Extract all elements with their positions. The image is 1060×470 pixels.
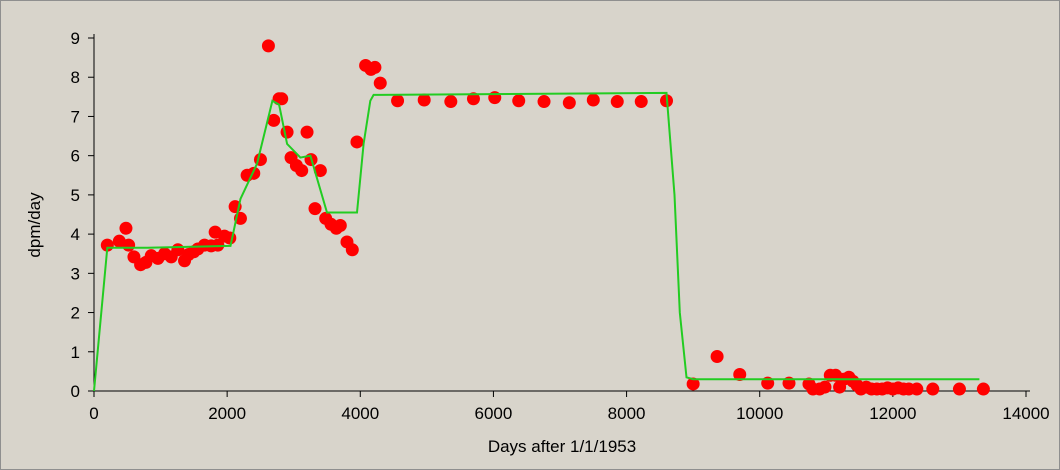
x-tick-label: 12000 bbox=[869, 404, 916, 423]
x-tick-label: 8000 bbox=[608, 404, 646, 423]
data-point bbox=[313, 164, 327, 178]
y-tick-label: 5 bbox=[71, 186, 80, 205]
data-point bbox=[634, 95, 648, 109]
data-point bbox=[308, 202, 322, 216]
x-tick-label: 6000 bbox=[475, 404, 513, 423]
y-tick-label: 6 bbox=[71, 147, 80, 166]
x-axis-label: Days after 1/1/1953 bbox=[488, 437, 636, 456]
data-point bbox=[537, 95, 551, 109]
data-point bbox=[686, 377, 700, 391]
y-tick-label: 0 bbox=[71, 382, 80, 401]
data-point bbox=[267, 113, 281, 127]
data-point bbox=[333, 218, 347, 232]
data-point bbox=[562, 96, 576, 110]
x-tick-label: 4000 bbox=[341, 404, 379, 423]
data-point bbox=[373, 76, 387, 90]
x-tick-label: 2000 bbox=[208, 404, 246, 423]
data-point bbox=[952, 382, 966, 396]
x-tick-label: 14000 bbox=[1002, 404, 1049, 423]
data-point bbox=[733, 368, 747, 382]
data-point bbox=[926, 382, 940, 396]
data-point bbox=[466, 92, 480, 106]
data-point bbox=[417, 93, 431, 107]
data-point bbox=[976, 382, 990, 396]
data-point bbox=[586, 93, 600, 107]
y-tick-label: 8 bbox=[71, 68, 80, 87]
data-point bbox=[119, 221, 133, 235]
y-axis-title: dpm/day bbox=[25, 192, 44, 258]
data-point bbox=[910, 382, 924, 396]
data-point bbox=[300, 125, 314, 139]
data-point bbox=[444, 95, 458, 109]
data-point bbox=[345, 243, 359, 257]
y-tick-label: 2 bbox=[71, 304, 80, 323]
data-point bbox=[280, 125, 294, 139]
fit-line bbox=[93, 91, 980, 392]
data-point bbox=[223, 231, 237, 245]
y-tick-label: 7 bbox=[71, 107, 80, 126]
data-point bbox=[275, 92, 289, 106]
data-point bbox=[512, 94, 526, 108]
data-point bbox=[122, 238, 136, 252]
data-point bbox=[261, 39, 275, 53]
data-point bbox=[295, 164, 309, 178]
data-point bbox=[368, 60, 382, 74]
y-tick-label: 9 bbox=[71, 29, 80, 48]
x-axis-title: Days after 1/1/1953 bbox=[488, 437, 636, 456]
y-tick-label: 4 bbox=[71, 225, 80, 244]
y-tick-label: 3 bbox=[71, 264, 80, 283]
data-point bbox=[211, 238, 225, 252]
y-tick-label: 1 bbox=[71, 343, 80, 362]
data-point bbox=[391, 94, 405, 108]
data-point bbox=[610, 95, 624, 109]
x-tick-label: 0 bbox=[89, 404, 98, 423]
x-tick-label: 10000 bbox=[736, 404, 783, 423]
data-point bbox=[710, 349, 724, 363]
data-point bbox=[350, 135, 364, 149]
data-point bbox=[818, 380, 832, 394]
y-axis-label: dpm/day bbox=[25, 192, 44, 258]
